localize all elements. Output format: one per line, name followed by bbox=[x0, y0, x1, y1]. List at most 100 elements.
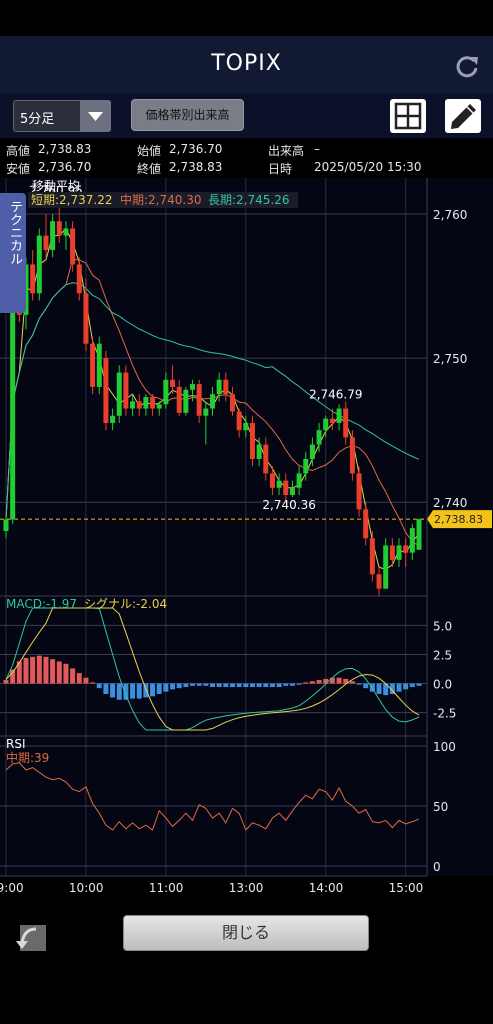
candle bbox=[183, 389, 189, 413]
time-axis-tick: 10:00 bbox=[69, 881, 104, 895]
close-label: 終値 bbox=[137, 162, 162, 176]
candle bbox=[249, 422, 255, 459]
candle bbox=[256, 444, 262, 459]
candle bbox=[130, 401, 136, 409]
macd-histogram-bar bbox=[90, 682, 96, 684]
candle bbox=[409, 528, 415, 553]
candle bbox=[3, 519, 9, 532]
chart-layout-button[interactable] bbox=[390, 99, 426, 133]
macd-histogram-bar bbox=[356, 683, 362, 685]
candle bbox=[369, 538, 375, 575]
macd-histogram-bar bbox=[389, 683, 395, 694]
candle bbox=[150, 397, 156, 409]
candle bbox=[243, 422, 249, 431]
macd-histogram-bar bbox=[123, 683, 129, 700]
refresh-icon[interactable] bbox=[454, 53, 480, 79]
volume-value: – bbox=[314, 142, 320, 156]
candle bbox=[309, 444, 315, 459]
page-title: TOPIX bbox=[211, 51, 282, 76]
candle bbox=[296, 473, 302, 488]
ma-legend-title: 移動平均 bbox=[32, 179, 80, 193]
back-button[interactable] bbox=[10, 917, 48, 953]
close-button[interactable]: 閉じる bbox=[123, 915, 369, 951]
macd-histogram-bar bbox=[143, 683, 149, 698]
macd-histogram-bar bbox=[156, 683, 162, 694]
draw-tool-button[interactable] bbox=[445, 99, 481, 133]
macd-histogram-bar bbox=[396, 683, 402, 692]
macd-histogram-bar bbox=[116, 683, 122, 700]
macd-histogram-bar bbox=[3, 680, 9, 684]
candle bbox=[210, 394, 215, 409]
technical-tab-label: テクニカル bbox=[7, 200, 22, 265]
candle bbox=[156, 404, 162, 409]
open-value: 2,736.70 bbox=[169, 142, 223, 156]
candle bbox=[163, 379, 169, 405]
candle bbox=[336, 408, 342, 423]
candle bbox=[70, 228, 76, 265]
candle bbox=[303, 458, 309, 474]
grid-icon bbox=[394, 102, 422, 130]
price-annotation: 2,746.79 bbox=[309, 387, 362, 401]
macd-histogram-bar bbox=[36, 655, 42, 684]
status-bar bbox=[0, 0, 493, 36]
macd-histogram-bar bbox=[216, 683, 222, 688]
ma-legend-bg bbox=[28, 192, 298, 208]
signal-legend-item: シグナル:-2.04 bbox=[84, 597, 167, 611]
candle bbox=[30, 264, 36, 294]
candle bbox=[323, 418, 329, 431]
macd-histogram-bar bbox=[249, 683, 255, 688]
time-axis-tick: 13:00 bbox=[229, 881, 264, 895]
macd-histogram-bar bbox=[56, 661, 62, 684]
macd-histogram-bar bbox=[96, 683, 102, 689]
candle bbox=[269, 473, 275, 488]
datetime-label: 日時 bbox=[268, 162, 293, 176]
low-label: 安値 bbox=[6, 162, 31, 176]
candle bbox=[190, 384, 196, 390]
macd-histogram-bar bbox=[223, 683, 229, 688]
candle bbox=[383, 545, 389, 589]
candle bbox=[10, 283, 16, 520]
current-price-value: 2,738.83 bbox=[434, 513, 483, 526]
macd-histogram-bar bbox=[363, 683, 369, 689]
macd-histogram-bar bbox=[256, 683, 262, 688]
rsi-axis-tick: 50 bbox=[433, 800, 448, 814]
macd-histogram-bar bbox=[70, 668, 76, 684]
chevron-down-icon[interactable] bbox=[80, 100, 111, 132]
macd-histogram-bar bbox=[416, 683, 422, 686]
macd-histogram-bar bbox=[16, 661, 22, 684]
title-bar bbox=[0, 36, 493, 94]
volume-by-price-button[interactable]: 価格帯別出来高 bbox=[131, 99, 244, 131]
ma-legend-item: 短期:2,737.22 bbox=[31, 193, 112, 207]
macd-histogram-bar bbox=[283, 683, 289, 686]
open-label: 始値 bbox=[137, 144, 162, 158]
macd-histogram-bar bbox=[323, 678, 329, 684]
macd-histogram-bar bbox=[203, 683, 209, 686]
macd-histogram-bar bbox=[269, 683, 275, 688]
candle bbox=[223, 379, 229, 395]
period-select-value: 5分足 bbox=[20, 112, 55, 127]
return-arrow-icon bbox=[16, 925, 46, 951]
candle bbox=[176, 386, 182, 413]
candle bbox=[56, 221, 62, 236]
macd-legend-item: MACD:-1.97 bbox=[6, 597, 77, 611]
price-axis-tick: 2,740 bbox=[433, 496, 467, 510]
rsi-line bbox=[5, 762, 420, 831]
candle bbox=[43, 235, 49, 251]
time-axis-tick: 14:00 bbox=[309, 881, 344, 895]
candle bbox=[263, 444, 269, 474]
macd-histogram-bar bbox=[376, 683, 382, 694]
candle bbox=[316, 430, 322, 445]
technical-tab[interactable] bbox=[0, 193, 26, 313]
candle bbox=[103, 358, 109, 423]
candle bbox=[116, 372, 122, 416]
macd-histogram-bar bbox=[289, 683, 295, 686]
macd-histogram-bar bbox=[10, 669, 16, 684]
macd-histogram-bar bbox=[243, 683, 249, 688]
price-annotation: 2,740.36 bbox=[262, 498, 315, 512]
chart-area[interactable]: 2,7602,7502,7402,760.952,746.792,740.36移… bbox=[0, 178, 493, 898]
macd-histogram-bar bbox=[190, 683, 196, 686]
macd-histogram-bar bbox=[23, 657, 29, 684]
rsi-legend-item: 中期:39 bbox=[6, 750, 49, 765]
candle bbox=[50, 221, 56, 251]
macd-axis-tick: 0.0 bbox=[433, 678, 452, 692]
